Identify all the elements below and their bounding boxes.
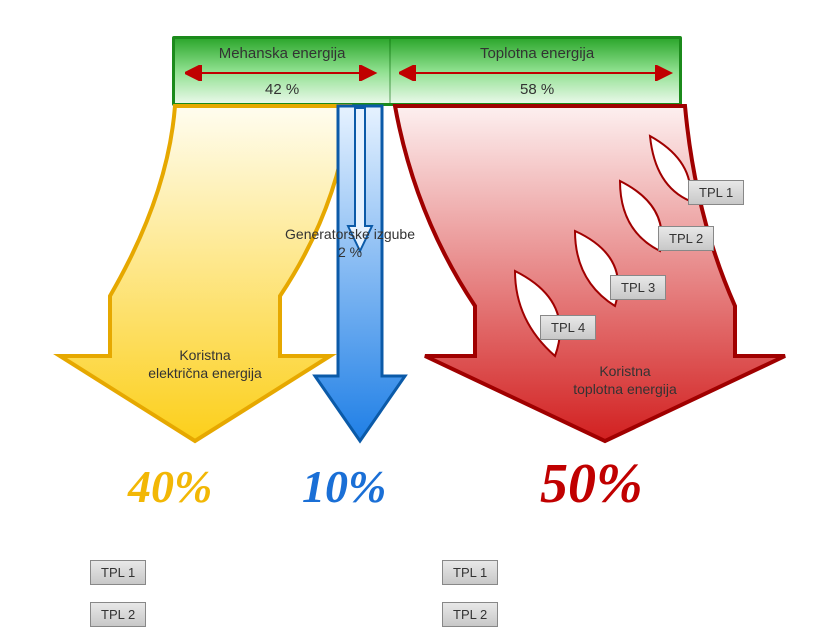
electrical-label-line1: Koristna xyxy=(179,347,230,363)
electrical-label-line2: električna energija xyxy=(148,365,262,381)
heat-label-line2: toplotna energija xyxy=(573,381,677,397)
heat-flow-label: Koristna toplotna energija xyxy=(540,362,710,398)
left-energy-label: Mehanska energija xyxy=(175,45,389,62)
tpl-bottom-right-1: TPL 1 xyxy=(442,560,498,585)
right-energy-label: Toplotna energija xyxy=(389,45,685,62)
tpl-heat-2: TPL 2 xyxy=(658,226,714,251)
tpl-heat-1: TPL 1 xyxy=(688,180,744,205)
right-extent-arrow xyxy=(393,65,681,81)
tpl-bottom-right-2: TPL 2 xyxy=(442,602,498,627)
tpl-bottom-left-2: TPL 2 xyxy=(90,602,146,627)
losses-label-line2: 2 % xyxy=(338,244,362,260)
right-energy-percent: 58 % xyxy=(389,81,685,98)
electrical-percent: 40% xyxy=(128,460,212,513)
energy-input-bar: Mehanska energija 42 % Toplotna energija… xyxy=(172,36,682,106)
tpl-heat-3: TPL 3 xyxy=(610,275,666,300)
losses-percent: 10% xyxy=(302,460,386,513)
electrical-flow-label: Koristna električna energija xyxy=(120,346,290,382)
tpl-bottom-left-1: TPL 1 xyxy=(90,560,146,585)
tpl-heat-4: TPL 4 xyxy=(540,315,596,340)
heat-label-line1: Koristna xyxy=(599,363,650,379)
diagram-container: Mehanska energija 42 % Toplotna energija… xyxy=(0,0,815,634)
left-energy-percent: 42 % xyxy=(175,81,389,98)
heat-percent: 50% xyxy=(540,452,643,516)
left-extent-arrow xyxy=(179,65,385,81)
